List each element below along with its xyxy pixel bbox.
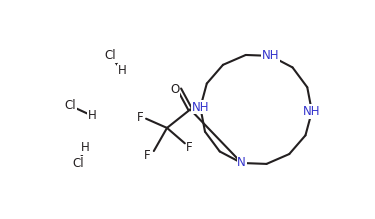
Text: H: H: [87, 109, 96, 122]
Text: NH: NH: [303, 105, 321, 118]
Text: F: F: [144, 149, 151, 162]
Text: NH: NH: [192, 101, 209, 114]
Text: H: H: [118, 64, 126, 78]
Text: Cl: Cl: [64, 99, 76, 112]
Text: F: F: [186, 141, 193, 154]
Text: F: F: [136, 111, 143, 124]
Text: H: H: [81, 141, 90, 154]
Text: Cl: Cl: [105, 49, 116, 62]
Text: NH: NH: [262, 49, 279, 62]
Text: N: N: [237, 157, 246, 170]
Text: O: O: [170, 83, 179, 96]
Text: Cl: Cl: [72, 157, 84, 170]
